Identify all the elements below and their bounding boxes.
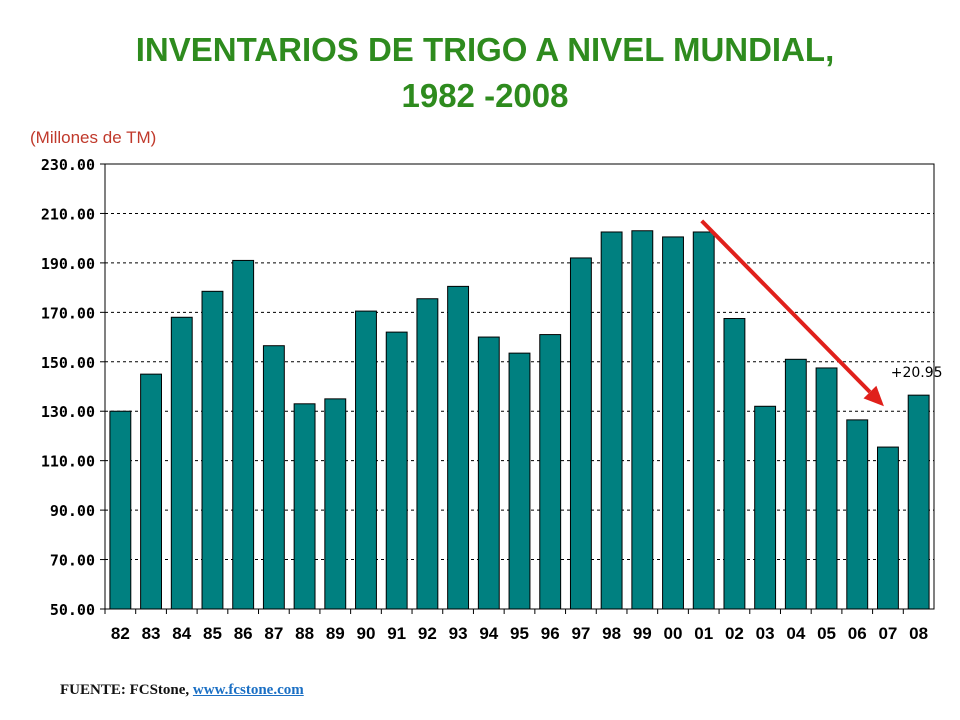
x-tick-label: 85 bbox=[203, 624, 222, 643]
bar bbox=[600, 231, 623, 610]
bar bbox=[539, 334, 562, 610]
x-tick-label: 90 bbox=[357, 624, 376, 643]
x-tick-label: 99 bbox=[633, 624, 652, 643]
source-note: FUENTE: FCStone, www.fcstone.com bbox=[60, 682, 304, 699]
x-tick-label: 84 bbox=[172, 624, 191, 643]
y-tick-label: 210.00 bbox=[41, 205, 95, 223]
bar bbox=[232, 259, 255, 610]
y-tick-label: 70.00 bbox=[50, 552, 95, 570]
y-tick-label: 130.00 bbox=[41, 403, 95, 421]
bar bbox=[201, 290, 224, 610]
bar bbox=[170, 316, 193, 610]
x-tick-label: 93 bbox=[449, 624, 468, 643]
chart-title-line1: INVENTARIOS DE TRIGO A NIVEL MUNDIAL, bbox=[135, 31, 835, 68]
x-tick-label: 07 bbox=[878, 624, 897, 643]
bar bbox=[723, 318, 746, 610]
y-tick-label: 190.00 bbox=[41, 255, 95, 273]
bar bbox=[877, 446, 899, 610]
y-tick-label: 230.00 bbox=[41, 156, 95, 174]
bar bbox=[508, 352, 531, 610]
x-tick-label: 05 bbox=[817, 624, 836, 643]
trend-arrow-line bbox=[700, 219, 872, 394]
x-tick-label: 06 bbox=[848, 624, 867, 643]
x-tick-label: 94 bbox=[479, 624, 498, 643]
x-tick-label: 00 bbox=[664, 624, 683, 643]
x-tick-label: 97 bbox=[571, 624, 590, 643]
bar bbox=[447, 285, 470, 610]
x-tick-label: 08 bbox=[909, 624, 928, 643]
bar bbox=[569, 257, 592, 610]
x-tick-label: 87 bbox=[264, 624, 283, 643]
bar bbox=[293, 403, 316, 610]
x-tick-label: 01 bbox=[694, 624, 713, 643]
bar bbox=[907, 394, 930, 610]
x-tick-label: 03 bbox=[756, 624, 775, 643]
trend-arrow-head bbox=[863, 385, 884, 407]
x-tick-label: 95 bbox=[510, 624, 529, 643]
x-tick-label: 88 bbox=[295, 624, 314, 643]
y-tick-label: 50.00 bbox=[50, 601, 95, 619]
bar bbox=[631, 230, 654, 610]
bar bbox=[355, 310, 377, 610]
y-tick-label: 90.00 bbox=[50, 502, 95, 520]
bar bbox=[109, 410, 132, 610]
bar bbox=[385, 331, 408, 610]
bar bbox=[477, 336, 500, 610]
y-tick-label: 110.00 bbox=[41, 453, 95, 471]
units-label: (Millones de TM) bbox=[30, 128, 157, 147]
x-tick-label: 89 bbox=[326, 624, 345, 643]
bar bbox=[140, 373, 162, 610]
bar bbox=[692, 231, 715, 610]
bar bbox=[815, 367, 838, 610]
bar bbox=[662, 236, 684, 610]
chart-title-line2: 1982 -2008 bbox=[401, 77, 569, 114]
y-tick-label: 150.00 bbox=[41, 354, 95, 372]
x-tick-label: 96 bbox=[541, 624, 560, 643]
y-tick-label: 170.00 bbox=[41, 304, 95, 322]
x-tick-label: 98 bbox=[602, 624, 621, 643]
x-tick-label: 92 bbox=[418, 624, 437, 643]
bar bbox=[324, 398, 347, 610]
x-tick-label: 04 bbox=[786, 624, 805, 643]
bar bbox=[416, 298, 439, 610]
source-link[interactable]: www.fcstone.com bbox=[192, 682, 304, 698]
x-tick-label: 86 bbox=[234, 624, 253, 643]
bar bbox=[846, 419, 869, 610]
bar bbox=[262, 345, 285, 610]
x-tick-label: 82 bbox=[111, 624, 130, 643]
bar bbox=[784, 358, 807, 610]
x-tick-label: 91 bbox=[387, 624, 406, 643]
source-label: FUENTE: FCStone, bbox=[60, 682, 190, 698]
bar bbox=[754, 405, 777, 610]
x-tick-label: 02 bbox=[725, 624, 744, 643]
x-tick-label: 83 bbox=[142, 624, 161, 643]
annotation-label: +20.95 bbox=[891, 365, 943, 381]
